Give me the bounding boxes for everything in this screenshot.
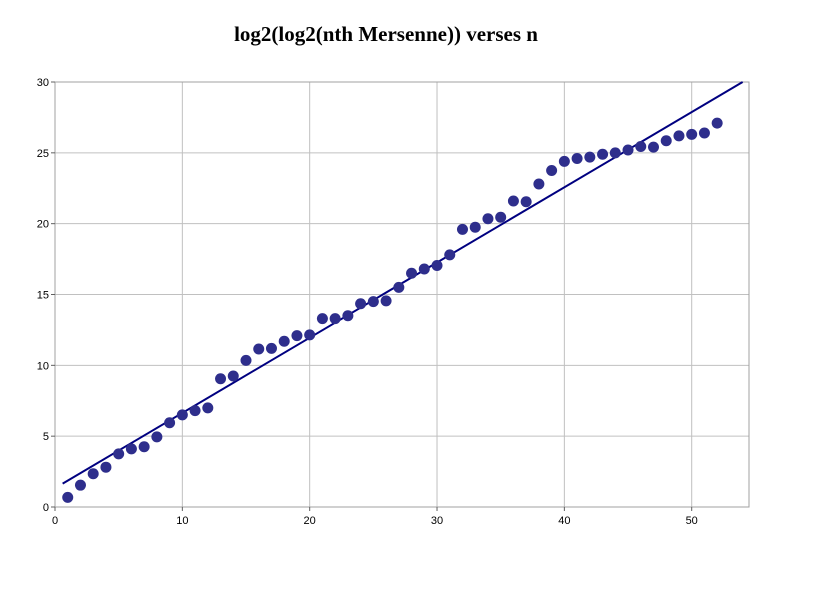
scatter-series (62, 117, 723, 503)
data-point (609, 147, 621, 159)
data-point (558, 155, 570, 167)
data-point (380, 295, 392, 307)
data-point (456, 223, 468, 235)
x-tick-label: 40 (558, 515, 570, 527)
y-tick-label: 30 (37, 77, 49, 89)
data-point (240, 354, 252, 366)
data-point (74, 479, 86, 491)
y-tick-label: 20 (37, 219, 49, 231)
data-point (367, 296, 379, 308)
data-point (189, 405, 201, 417)
data-point (215, 373, 227, 385)
data-point (227, 370, 239, 382)
data-point (571, 153, 583, 164)
data-point (418, 263, 430, 275)
data-point (278, 335, 290, 347)
data-point (291, 330, 303, 342)
x-tick-label: 10 (176, 515, 188, 527)
data-point (253, 343, 265, 355)
data-point (304, 329, 316, 341)
data-point (622, 144, 634, 156)
y-tick-label: 5 (43, 431, 49, 443)
data-point (393, 281, 405, 293)
data-point (138, 441, 150, 453)
data-point (342, 310, 354, 322)
data-point (355, 298, 367, 310)
data-point (495, 211, 507, 223)
data-point (176, 409, 188, 421)
data-point (444, 249, 456, 261)
y-tick-label: 10 (37, 360, 49, 372)
x-tick-label: 50 (686, 515, 698, 527)
data-point (87, 468, 99, 480)
x-tick-label: 0 (52, 515, 58, 527)
data-point (329, 313, 341, 325)
data-point (660, 135, 672, 147)
data-point (202, 402, 214, 414)
data-point (647, 141, 659, 153)
chart-title: log2(log2(nth Mersenne)) verses n (234, 22, 538, 46)
data-point (151, 431, 163, 443)
axis-tick-labels: 0 10 20 30 40 50 0 5 10 15 20 25 30 (37, 77, 698, 527)
x-tick-label: 30 (431, 515, 443, 527)
x-tick-label: 20 (304, 515, 316, 527)
data-point (113, 448, 125, 460)
y-tick-label: 15 (37, 290, 49, 302)
data-point (406, 267, 418, 279)
data-point (597, 148, 609, 160)
data-point (265, 342, 277, 354)
data-point (673, 130, 685, 142)
data-point (482, 213, 494, 225)
data-point (546, 165, 558, 177)
data-point (62, 491, 74, 503)
data-point (431, 259, 443, 271)
y-tick-label: 0 (43, 502, 49, 514)
y-tick-label: 25 (37, 148, 49, 160)
data-point (520, 196, 532, 208)
data-point (635, 140, 647, 152)
data-point (164, 417, 176, 429)
data-point (698, 127, 710, 139)
data-point (125, 443, 137, 455)
data-point (507, 195, 519, 207)
data-point (469, 221, 481, 233)
data-point (584, 151, 596, 163)
data-point (533, 178, 545, 190)
data-point (686, 128, 698, 140)
data-point (316, 313, 328, 325)
data-point (100, 461, 112, 473)
data-point (711, 117, 723, 129)
